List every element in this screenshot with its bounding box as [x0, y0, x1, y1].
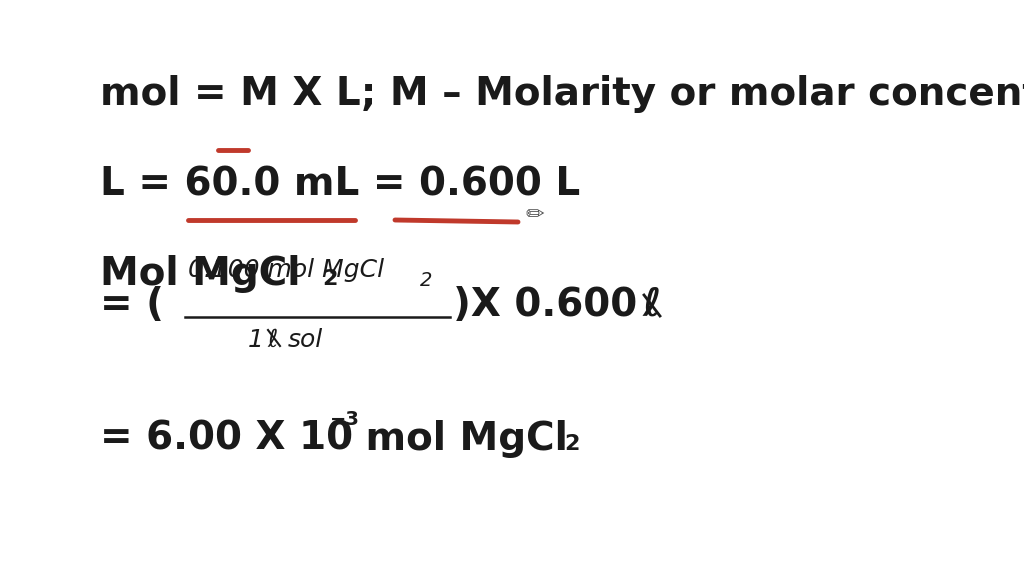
Text: 1: 1 [248, 328, 264, 352]
Text: 2: 2 [420, 271, 432, 290]
Text: L = 60.0 mL = 0.600 L: L = 60.0 mL = 0.600 L [100, 165, 581, 203]
Text: ✏: ✏ [525, 205, 544, 225]
Text: 0.100 mol MgCl: 0.100 mol MgCl [188, 258, 384, 282]
Text: −3: −3 [330, 410, 359, 429]
Text: ℓ: ℓ [267, 328, 278, 352]
Text: 2: 2 [322, 269, 337, 289]
Text: = (: = ( [100, 286, 164, 324]
Text: = 6.00 X 10: = 6.00 X 10 [100, 420, 353, 458]
Text: )X 0.600: )X 0.600 [453, 286, 650, 324]
Text: 2: 2 [564, 434, 580, 454]
Text: mol MgCl: mol MgCl [352, 420, 568, 458]
Text: sol: sol [288, 328, 324, 352]
Text: mol = M X L; M – Molarity or molar concentration: mol = M X L; M – Molarity or molar conce… [100, 75, 1024, 113]
Text: Mol MgCl: Mol MgCl [100, 255, 300, 293]
Text: ℓ: ℓ [643, 286, 662, 324]
